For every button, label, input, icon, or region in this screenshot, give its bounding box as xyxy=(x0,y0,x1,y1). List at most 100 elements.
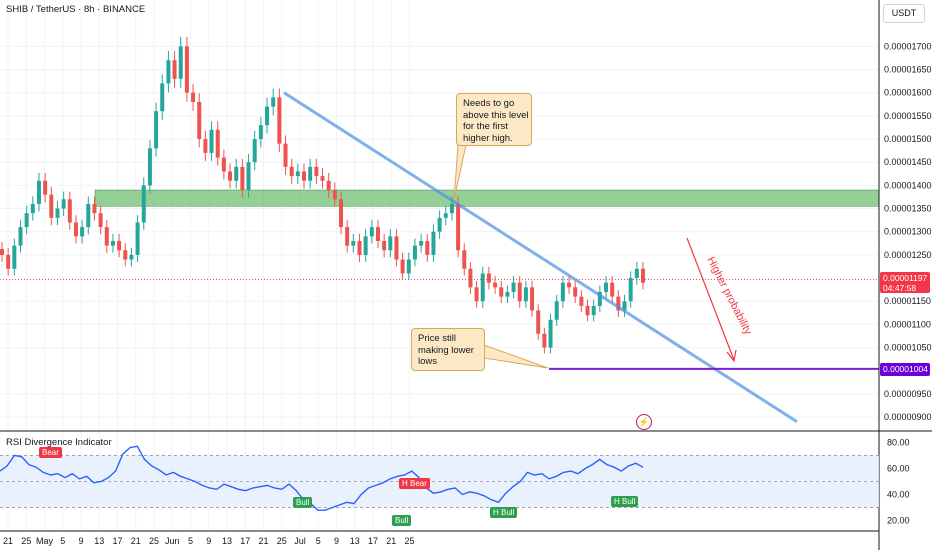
candle-body xyxy=(172,60,177,79)
candle-body xyxy=(437,217,442,232)
candle-body xyxy=(474,287,479,302)
candle-body xyxy=(622,301,627,311)
rsi-tick-label: 80.00 xyxy=(887,437,910,447)
price-tick-label: 0.00001400 xyxy=(884,180,932,190)
time-tick-label: 25 xyxy=(404,536,414,546)
rsi-signal-bull: Bull xyxy=(293,497,313,508)
time-tick-label: 17 xyxy=(368,536,378,546)
price-tick-label: 0.00001050 xyxy=(884,343,932,353)
time-tick-label: 5 xyxy=(316,536,321,546)
rsi-tick-label: 20.00 xyxy=(887,516,910,526)
note-top-line-2: above this level xyxy=(463,109,529,121)
candle-body xyxy=(24,213,29,228)
time-tick-label: 21 xyxy=(131,536,141,546)
note-bottom-line-3: lows xyxy=(418,356,438,367)
time-tick-label: 9 xyxy=(334,536,339,546)
candle-body xyxy=(511,282,516,292)
candle-body xyxy=(462,250,467,269)
price-axis[interactable]: 0.00001700 0.00001650 0.00001600 0.00001550… xyxy=(884,41,932,422)
rsi-line xyxy=(0,445,644,511)
candle-body xyxy=(86,203,91,228)
arrow-shaft[interactable] xyxy=(686,237,735,361)
candle-body xyxy=(92,203,97,214)
candle-body xyxy=(30,203,35,214)
candle-body xyxy=(597,291,602,306)
candle-body xyxy=(579,296,584,306)
candle-body xyxy=(67,199,72,223)
candle-body xyxy=(61,199,66,209)
candle-body xyxy=(616,296,621,311)
candle-body xyxy=(289,166,294,177)
time-tick-label: 9 xyxy=(206,536,211,546)
candle-body xyxy=(258,125,263,140)
time-tick-label: 25 xyxy=(21,536,31,546)
time-tick-label: 17 xyxy=(112,536,122,546)
candle-body xyxy=(375,227,380,241)
candle-body xyxy=(591,305,596,316)
candle-body xyxy=(215,129,220,158)
trendline[interactable] xyxy=(283,91,798,423)
support-price-tag: 0.00001004 xyxy=(880,363,930,376)
candle-body xyxy=(110,240,115,246)
candle-body xyxy=(499,287,504,297)
candle-body xyxy=(567,282,572,288)
price-tick-label: 0.00001150 xyxy=(884,296,931,306)
candle-body xyxy=(49,194,54,218)
price-tick-label: 0.00000950 xyxy=(884,389,932,399)
currency-button[interactable]: USDT xyxy=(883,4,925,23)
price-tick-label: 0.00001500 xyxy=(884,134,932,144)
candle-body xyxy=(536,310,541,334)
rsi-signal-hidden-bear: H Bear xyxy=(399,478,430,489)
candle-body xyxy=(388,236,393,251)
candle-body xyxy=(0,249,4,255)
candle-body xyxy=(283,143,288,167)
candle-body xyxy=(628,278,633,302)
price-tick-label: 0.00001350 xyxy=(884,204,932,214)
candle-body xyxy=(517,282,522,302)
candle-body xyxy=(80,227,85,237)
time-tick-label: 21 xyxy=(258,536,268,546)
candle-body xyxy=(573,287,578,297)
note-bottom[interactable]: Price still making lower lows xyxy=(411,328,485,371)
candle-body xyxy=(641,268,645,283)
flash-icon[interactable]: ⚡ xyxy=(636,414,652,430)
candle-body xyxy=(240,166,245,191)
candle-body xyxy=(480,273,485,302)
candle-body xyxy=(412,245,417,260)
candle-body xyxy=(505,291,510,297)
candle-body xyxy=(554,301,559,320)
time-tick-label: Jun xyxy=(165,536,180,546)
candle-body xyxy=(160,83,165,112)
candle-body xyxy=(203,139,208,153)
candle-body xyxy=(357,240,362,255)
candle-body xyxy=(363,236,368,255)
note-top-line-4: higher high. xyxy=(463,132,513,144)
time-tick-label: 13 xyxy=(350,536,360,546)
note-top[interactable]: Needs to go above this level for the fir… xyxy=(456,93,532,146)
candle-body xyxy=(178,46,183,79)
candle-body xyxy=(18,227,23,246)
candle-body xyxy=(6,254,11,269)
note-top-line-3: for the first xyxy=(463,121,508,132)
candle-body xyxy=(246,162,251,191)
price-tick-label: 0.00001300 xyxy=(884,227,932,237)
candle-body xyxy=(523,287,528,302)
candle-body xyxy=(456,203,461,251)
candle-body xyxy=(104,227,109,246)
candle-body xyxy=(129,254,134,260)
time-tick-label: 5 xyxy=(188,536,193,546)
candle-body xyxy=(73,222,78,237)
candle-body xyxy=(141,185,146,223)
candle-body xyxy=(449,203,454,214)
price-tick-label: 0.00001550 xyxy=(884,111,932,121)
time-tick-label: 21 xyxy=(3,536,13,546)
candle-body xyxy=(197,101,202,140)
time-tick-label: May xyxy=(36,536,54,546)
candle-body xyxy=(123,250,128,260)
candle-body xyxy=(542,333,547,348)
candle-body xyxy=(338,199,343,228)
candle-body xyxy=(252,139,257,163)
time-axis[interactable]: 21 25 May 5 9 13 17 21 25 Jun 5 9 13 17 21 25 Jul 5 9 13 17 2… xyxy=(3,536,415,546)
candle-body xyxy=(209,129,214,153)
